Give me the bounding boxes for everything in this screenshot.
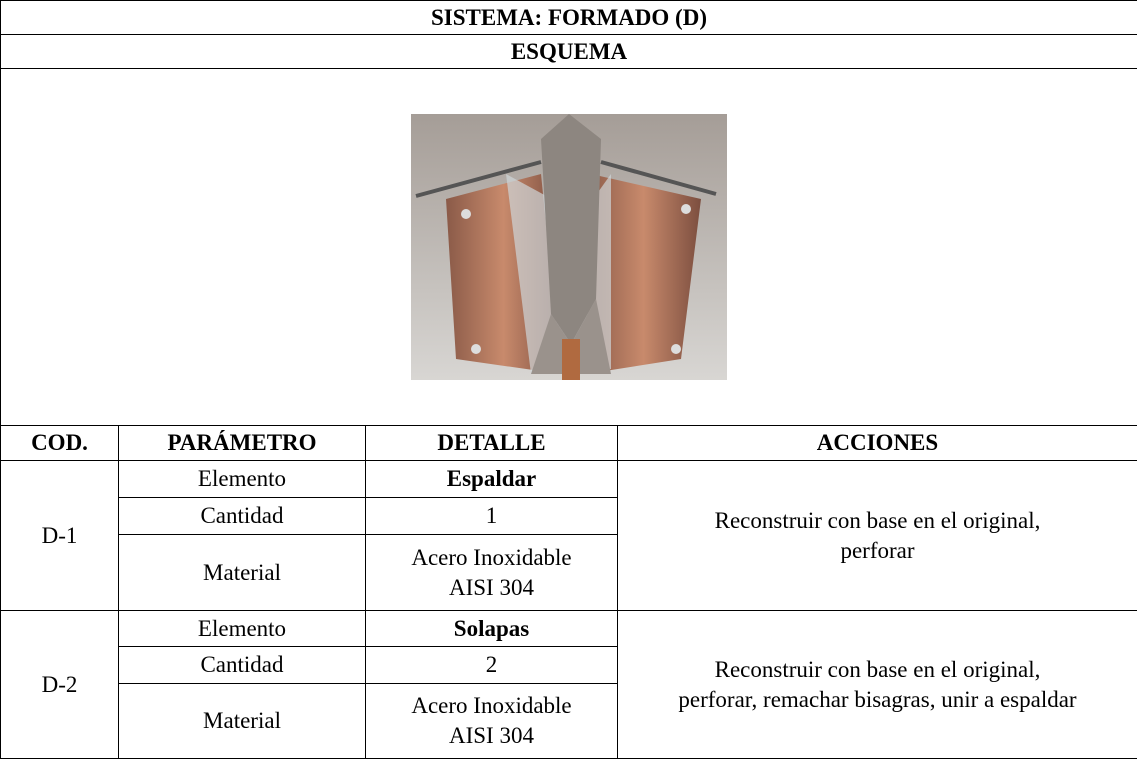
detail-cell: Acero Inoxidable AISI 304 [365, 534, 618, 611]
action-cell: Reconstruir con base en el original, per… [617, 460, 1137, 611]
action: Reconstruir con base en el original, per… [678, 656, 1077, 712]
detail: Solapas [365, 610, 618, 647]
detail: 2 [365, 646, 618, 684]
column-header: ACCIONES [617, 425, 1137, 461]
column-header: COD. [0, 425, 119, 461]
parameter: Material [118, 683, 366, 759]
parameter: Material [118, 534, 366, 611]
code: D-1 [0, 460, 119, 611]
image-cell [0, 68, 1137, 426]
detail-cell: Acero Inoxidable AISI 304 [365, 683, 618, 759]
column-header: PARÁMETRO [118, 425, 366, 461]
detail: Acero Inoxidable AISI 304 [411, 693, 572, 748]
detail: Acero Inoxidable AISI 304 [411, 544, 572, 600]
title: SISTEMA: FORMADO (D) [0, 0, 1137, 35]
subtitle: ESQUEMA [0, 34, 1137, 69]
parameter: Cantidad [118, 646, 366, 684]
detail: Espaldar [365, 460, 618, 498]
action-cell: Reconstruir con base en el original, per… [617, 610, 1137, 759]
code: D-2 [0, 610, 119, 759]
column-header: DETALLE [365, 425, 618, 461]
photo [411, 114, 727, 380]
detail: 1 [365, 497, 618, 535]
parameter: Elemento [118, 610, 366, 647]
parameter: Elemento [118, 460, 366, 498]
action: Reconstruir con base en el original, per… [714, 507, 1041, 563]
parameter: Cantidad [118, 497, 366, 535]
